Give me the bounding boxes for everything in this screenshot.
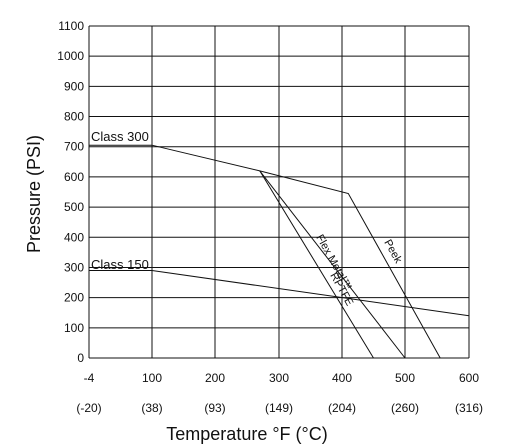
x-tick-label-f-5: 500 <box>395 371 415 385</box>
series-lines <box>89 144 470 359</box>
y-tick-label-7: 700 <box>64 140 84 154</box>
y-tick-label-3: 300 <box>64 260 84 274</box>
y-tick-label-0: 0 <box>77 351 84 365</box>
y-tick-label-11: 1100 <box>58 19 84 33</box>
series-line-2 <box>259 170 406 359</box>
x-tick-labels: -4 (-20) 100 (38) 200 (93) 300 (149) 400 (204) 500… <box>76 371 483 415</box>
series-label-class-300: Class 300 <box>91 129 149 144</box>
x-tick-label-c-6: (316) <box>455 401 483 415</box>
x-tick-label-c-1: (38) <box>141 401 162 415</box>
y-tick-label-1: 100 <box>64 321 84 335</box>
series-line-3 <box>259 170 374 359</box>
x-tick-label-f-4: 400 <box>332 371 352 385</box>
series-label-peek: Peek <box>381 238 404 266</box>
y-tick-label-8: 800 <box>64 110 84 124</box>
x-tick-label-f-3: 300 <box>269 371 289 385</box>
grid <box>88 25 470 359</box>
y-tick-labels: 0 100 200 300 400 500 600 700 800 900 1000 1100 <box>57 19 84 365</box>
y-tick-label-2: 200 <box>64 291 84 305</box>
x-tick-label-f-2: 200 <box>205 371 225 385</box>
x-tick-label-f-6: 600 <box>459 371 479 385</box>
x-tick-label-f-0: -4 <box>84 371 95 385</box>
x-tick-label-c-5: (260) <box>391 401 419 415</box>
x-tick-label-c-0: (-20) <box>76 401 101 415</box>
y-tick-label-5: 500 <box>64 200 84 214</box>
y-tick-label-6: 600 <box>64 170 84 184</box>
y-tick-label-4: 400 <box>64 230 84 244</box>
x-tick-label-c-2: (93) <box>204 401 225 415</box>
y-axis-title: Pressure (PSI) <box>24 135 44 253</box>
x-tick-label-f-1: 100 <box>142 371 162 385</box>
y-tick-label-10: 1000 <box>57 49 84 63</box>
y-tick-label-9: 900 <box>64 79 84 93</box>
series-line-1 <box>89 270 470 317</box>
series-label-class-150: Class 150 <box>91 257 149 272</box>
x-axis-title: Temperature °F (°C) <box>166 424 327 444</box>
x-tick-label-c-3: (149) <box>265 401 293 415</box>
x-tick-label-c-4: (204) <box>328 401 356 415</box>
